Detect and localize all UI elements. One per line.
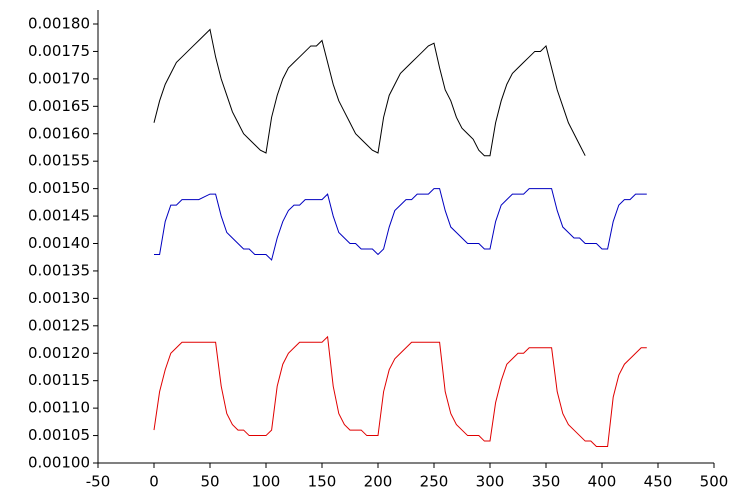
y-tick-label: 0.00120 [28, 344, 90, 362]
x-tick-label: 100 [252, 473, 281, 491]
y-tick-label: 0.00150 [28, 179, 90, 197]
y-tick-label: 0.00165 [28, 97, 90, 115]
x-tick-label: 50 [200, 473, 219, 491]
x-tick-label: 300 [476, 473, 505, 491]
series-line [153, 28, 586, 157]
y-tick-label: 0.00145 [28, 207, 90, 225]
x-tick-label: 500 [700, 473, 729, 491]
x-tick-label: 0 [149, 473, 159, 491]
x-tick-label: 200 [364, 473, 393, 491]
y-tick-label: 0.00135 [28, 261, 90, 279]
y-tick-label: 0.00105 [28, 426, 90, 444]
y-tick-label: 0.00155 [28, 152, 90, 170]
y-tick-label: 0.00115 [28, 371, 90, 389]
y-tick-label: 0.00160 [28, 124, 90, 142]
y-tick-label: 0.00140 [28, 234, 90, 252]
x-tick-label: 450 [644, 473, 673, 491]
y-tick-label: 0.00170 [28, 69, 90, 87]
x-tick-label: 400 [588, 473, 617, 491]
y-tick-label: 0.00110 [28, 399, 90, 417]
x-tick-label: 350 [532, 473, 561, 491]
y-tick-label: 0.00125 [28, 316, 90, 334]
x-tick-label: 150 [308, 473, 337, 491]
series-line [153, 335, 647, 448]
x-tick-label: 250 [420, 473, 449, 491]
x-tick-label: -50 [86, 473, 111, 491]
series-line [154, 188, 647, 261]
y-tick-label: 0.00100 [28, 454, 90, 472]
y-tick-label: 0.00130 [28, 289, 90, 307]
y-tick-label: 0.00180 [28, 15, 90, 33]
y-tick-label: 0.00175 [28, 42, 90, 60]
